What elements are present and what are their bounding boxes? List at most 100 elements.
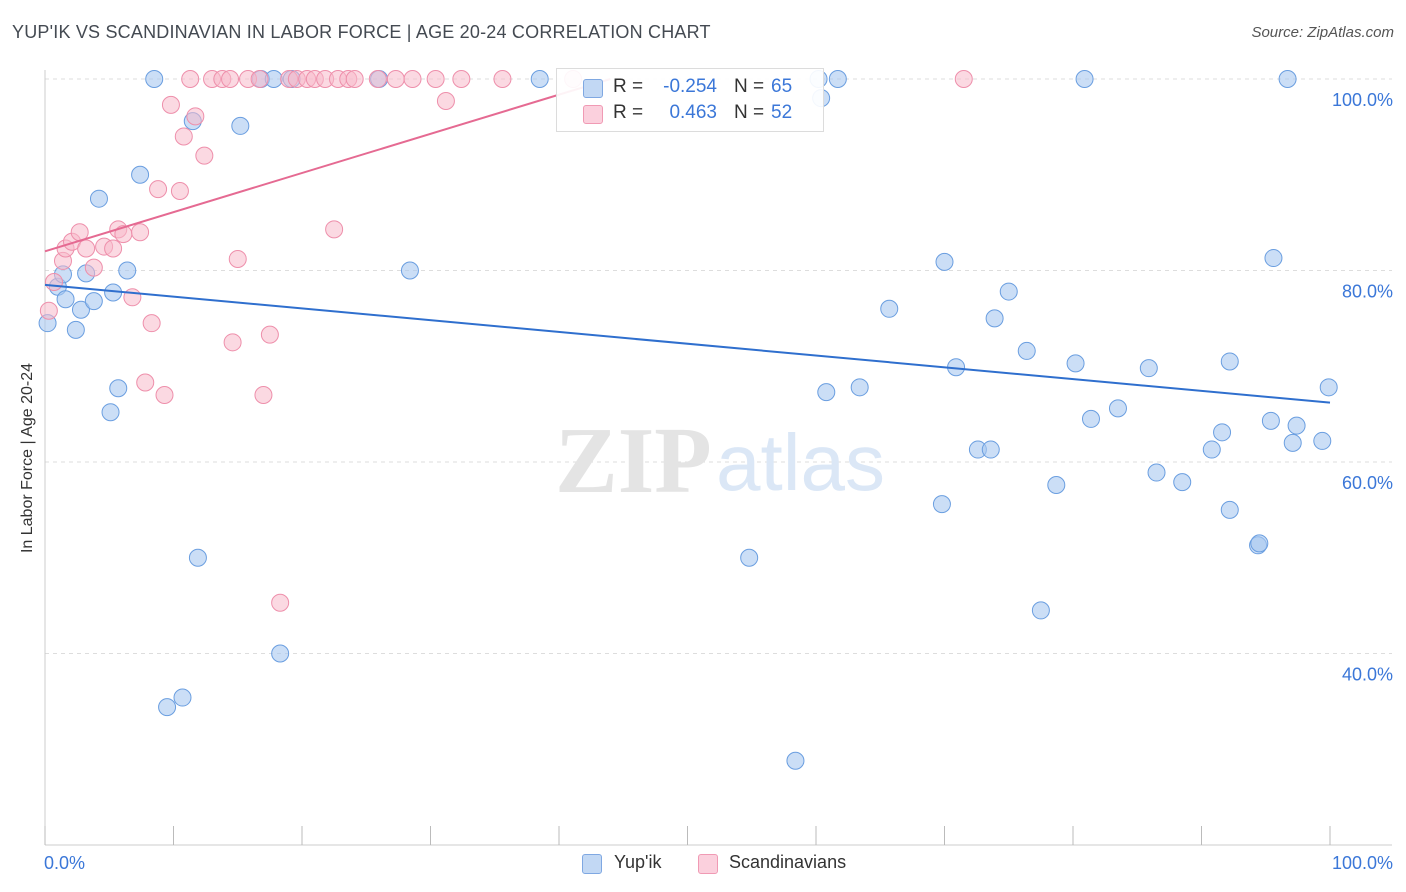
yupik-point <box>817 383 836 402</box>
correlation-legend: R = -0.254 N = 65 R = 0.463 N = 52 <box>556 68 824 132</box>
legend-row-yupik: R = -0.254 N = 65 <box>557 75 823 101</box>
yupik-point <box>1108 399 1127 418</box>
scandinavian-point <box>345 70 364 88</box>
yupik-point <box>1081 409 1100 428</box>
yupik-point <box>935 252 954 271</box>
bottom-legend-swatch-yupik <box>582 854 602 874</box>
yupik-point <box>1319 378 1338 397</box>
bottom-legend-swatch-scandinavian <box>698 854 718 874</box>
yupik-point <box>850 378 869 397</box>
legend-r-label: R = <box>613 76 644 97</box>
scandinavian-point <box>104 239 123 258</box>
yupik-point <box>1147 463 1166 482</box>
scandinavian-point <box>186 107 205 126</box>
legend-n-label: N = <box>734 76 765 97</box>
scandinavian-point <box>254 385 273 404</box>
scandinavian-point <box>386 70 405 88</box>
yupik-point <box>828 70 847 88</box>
watermark-zip: ZIP <box>555 409 712 513</box>
legend-n-value-yupik: 65 <box>771 76 793 97</box>
yupik-point <box>1047 475 1066 494</box>
scandinavian-point <box>195 146 214 165</box>
legend-n-label: N = <box>734 102 765 123</box>
yupik-point <box>231 116 250 135</box>
y-tick-label: 80.0% <box>1342 282 1393 302</box>
legend-r-value-scandinavian: 0.463 <box>669 102 717 123</box>
y-tick-label: 60.0% <box>1342 473 1393 493</box>
yupik-point <box>84 292 103 311</box>
scandinavian-point <box>39 301 58 320</box>
scandinavian-point <box>131 223 150 242</box>
x-tick-label-max: 100.0% <box>1332 853 1393 873</box>
yupik-point <box>101 403 120 422</box>
yupik-point <box>158 698 177 717</box>
scandinavian-point <box>260 325 279 344</box>
scandinavian-point <box>368 70 387 88</box>
yupik-point <box>118 261 137 280</box>
legend-n-value-scandinavian: 52 <box>771 102 793 123</box>
yupik-point <box>999 282 1018 301</box>
yupik-point <box>56 290 75 309</box>
yupik-point <box>1313 431 1332 450</box>
yupik-point <box>1017 341 1036 360</box>
legend-r-value-yupik: -0.254 <box>663 76 717 97</box>
scandinavian-point <box>136 373 155 392</box>
yupik-point <box>1031 601 1050 620</box>
scandinavian-point <box>228 250 247 269</box>
yupik-point <box>1066 354 1085 373</box>
yupik-point <box>1075 70 1094 88</box>
gridlines <box>45 78 1392 654</box>
scandinavian-point <box>271 593 290 612</box>
yupik-trend-line <box>44 283 1331 404</box>
source-label: Source: ZipAtlas.com <box>1251 24 1394 41</box>
yupik-point <box>66 320 85 339</box>
legend-swatch-scandinavian <box>583 105 603 124</box>
yupik-point <box>1261 411 1280 430</box>
tick-labels: 40.0% 60.0% 80.0% 100.0% 0.0% 100.0% <box>44 90 1393 873</box>
yupik-point <box>1139 359 1158 378</box>
scandinavian-point <box>250 70 269 88</box>
bottom-legend-label-yupik: Yup'ik <box>614 852 662 872</box>
scandinavian-point <box>493 70 512 88</box>
scandinavian-point <box>174 127 193 146</box>
scandinavian-point <box>170 182 189 201</box>
scandinavian-point <box>426 70 445 88</box>
yupik-point <box>1202 440 1221 459</box>
scandinavian-points <box>39 70 973 612</box>
yupik-point <box>1283 433 1302 452</box>
bottom-legend-label-scandinavian: Scandinavians <box>729 852 847 872</box>
yupik-point <box>71 300 90 319</box>
y-tick-label: 40.0% <box>1342 665 1393 685</box>
legend-r-label: R = <box>613 102 644 123</box>
yupik-point <box>145 70 164 88</box>
yupik-point <box>1278 70 1297 88</box>
yupik-point <box>880 299 899 318</box>
trend-lines <box>44 78 1331 404</box>
scandinavian-point <box>954 70 973 88</box>
yupik-point <box>131 165 150 184</box>
yupik-point <box>271 644 290 663</box>
yupik-point <box>981 440 1000 459</box>
yupik-point <box>985 309 1004 328</box>
scandinavian-point <box>436 92 455 111</box>
yupik-point <box>1220 500 1239 519</box>
scandinavian-point <box>325 220 344 239</box>
yupik-point <box>1250 534 1269 553</box>
scandinavian-point <box>452 70 471 88</box>
scandinavian-point <box>77 239 96 258</box>
scandinavian-trend-line <box>44 78 611 253</box>
yupik-point <box>1287 416 1306 435</box>
scandinavian-point <box>142 314 161 333</box>
yupik-point <box>89 189 108 208</box>
legend-row-scandinavian: R = 0.463 N = 52 <box>557 101 823 127</box>
legend-swatch-yupik <box>583 79 603 98</box>
yupik-point <box>188 548 207 567</box>
yupik-point <box>173 688 192 707</box>
scandinavian-point <box>84 258 103 277</box>
yupik-point <box>1213 423 1232 442</box>
yupik-point <box>400 261 419 280</box>
watermark-atlas: atlas <box>716 418 885 507</box>
scandinavian-point <box>403 70 422 88</box>
yupik-point <box>530 70 549 88</box>
